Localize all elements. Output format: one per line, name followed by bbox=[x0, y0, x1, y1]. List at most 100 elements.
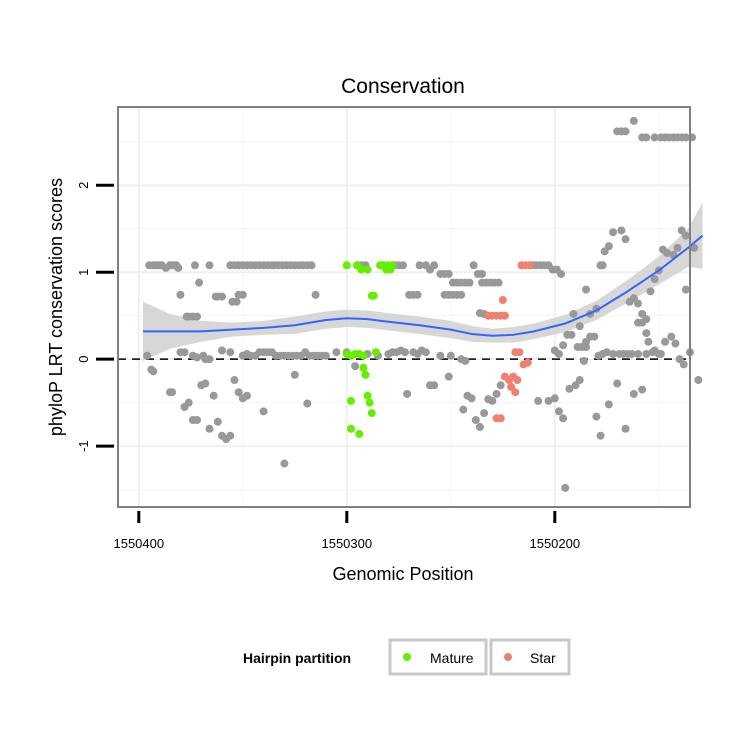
y-tick-label-0: -1 bbox=[76, 440, 91, 452]
point-other-101 bbox=[168, 388, 177, 397]
point-other-197 bbox=[613, 379, 622, 388]
point-other-165 bbox=[259, 407, 268, 416]
point-other-223 bbox=[582, 285, 590, 294]
point-star-8 bbox=[500, 311, 509, 320]
point-other-168 bbox=[303, 399, 312, 408]
point-other-274 bbox=[681, 133, 690, 142]
point-other-241 bbox=[663, 249, 672, 258]
point-other-249 bbox=[644, 337, 653, 346]
plot-border bbox=[117, 106, 691, 508]
point-other-42 bbox=[415, 261, 424, 270]
point-other-243 bbox=[671, 339, 680, 348]
point-other-252 bbox=[661, 337, 670, 346]
point-other-247 bbox=[638, 309, 647, 318]
point-other-228 bbox=[604, 242, 613, 251]
point-star-3 bbox=[498, 296, 507, 305]
point-other-242 bbox=[667, 332, 676, 341]
point-other-185 bbox=[544, 396, 553, 405]
point-other-162 bbox=[234, 388, 243, 397]
point-mature-24 bbox=[367, 409, 376, 418]
point-other-95 bbox=[575, 322, 584, 331]
data-points bbox=[143, 116, 703, 492]
point-mature-3 bbox=[363, 265, 372, 274]
point-other-220 bbox=[642, 349, 651, 358]
point-other-155 bbox=[205, 424, 214, 433]
x-axis-label: Genomic Position bbox=[332, 564, 473, 584]
x-tick-label-1: 1550300 bbox=[321, 536, 372, 551]
point-mature-22 bbox=[363, 391, 372, 400]
point-other-214 bbox=[609, 349, 618, 358]
point-other-178 bbox=[475, 423, 484, 431]
smooth-line bbox=[142, 234, 704, 337]
point-other-196 bbox=[604, 400, 613, 409]
point-other-132 bbox=[332, 348, 341, 357]
legend: Hairpin partition Mature Star bbox=[243, 638, 571, 676]
point-other-179 bbox=[480, 409, 489, 418]
point-mature-12 bbox=[369, 291, 378, 300]
point-other-264 bbox=[629, 116, 638, 125]
point-other-189 bbox=[561, 483, 570, 492]
point-other-199 bbox=[629, 389, 638, 398]
point-other-174 bbox=[459, 405, 468, 414]
point-other-12 bbox=[190, 261, 199, 270]
y-axis-label: phyloP LRT conservation scores bbox=[46, 178, 66, 436]
legend-mature-label: Mature bbox=[430, 650, 474, 666]
smooth-line-layer bbox=[142, 234, 704, 337]
y-tick-label-2: 1 bbox=[76, 269, 91, 276]
point-other-110 bbox=[226, 348, 235, 357]
point-other-77 bbox=[311, 290, 320, 299]
point-other-260 bbox=[681, 285, 690, 294]
point-other-230 bbox=[617, 226, 626, 235]
point-other-205 bbox=[567, 330, 576, 339]
legend-title: Hairpin partition bbox=[243, 650, 351, 666]
point-other-202 bbox=[554, 349, 563, 358]
point-other-254 bbox=[673, 243, 682, 252]
point-other-194 bbox=[592, 412, 601, 421]
point-mature-18 bbox=[371, 348, 380, 357]
x-axis-ticks: 1550400 1550300 1550200 bbox=[113, 511, 580, 551]
point-other-218 bbox=[627, 349, 636, 358]
legend-star-key bbox=[504, 653, 512, 661]
point-other-173 bbox=[444, 372, 453, 381]
point-other-56 bbox=[478, 269, 486, 278]
point-other-203 bbox=[559, 341, 568, 350]
point-other-186 bbox=[550, 394, 559, 403]
confidence-band bbox=[142, 202, 703, 361]
point-mature-25 bbox=[346, 424, 355, 433]
y-tick-label-1: 0 bbox=[76, 356, 91, 363]
legend-item-mature-box bbox=[388, 638, 488, 676]
point-other-80 bbox=[413, 290, 422, 299]
smooth-confidence-band bbox=[142, 202, 703, 361]
point-other-169 bbox=[351, 362, 360, 371]
point-other-65 bbox=[176, 290, 185, 299]
point-other-74 bbox=[232, 297, 241, 306]
point-other-238 bbox=[650, 275, 659, 284]
point-other-105 bbox=[193, 353, 202, 362]
chart-title: Conservation bbox=[341, 75, 465, 98]
point-other-198 bbox=[621, 424, 630, 433]
point-other-170 bbox=[403, 389, 412, 398]
point-other-229 bbox=[609, 228, 618, 237]
point-other-195 bbox=[596, 431, 605, 440]
point-other-237 bbox=[646, 287, 655, 296]
point-other-188 bbox=[559, 414, 568, 423]
point-other-160 bbox=[226, 431, 235, 440]
point-other-35 bbox=[307, 261, 316, 270]
point-other-226 bbox=[598, 261, 607, 270]
point-other-14 bbox=[205, 261, 214, 270]
point-other-176 bbox=[467, 394, 476, 403]
point-star-12 bbox=[523, 358, 532, 367]
point-other-69 bbox=[193, 312, 202, 321]
point-star-2 bbox=[525, 261, 534, 270]
point-other-72 bbox=[218, 292, 226, 301]
point-other-183 bbox=[496, 381, 505, 390]
point-other-90 bbox=[494, 278, 503, 287]
point-other-190 bbox=[565, 384, 574, 393]
point-other-192 bbox=[575, 376, 584, 385]
point-other-267 bbox=[650, 133, 659, 142]
y-tick-label-3: 2 bbox=[76, 182, 91, 189]
y-axis-ticks: -1 0 1 2 bbox=[76, 182, 114, 452]
point-other-157 bbox=[213, 417, 222, 426]
point-other-53 bbox=[465, 278, 474, 287]
